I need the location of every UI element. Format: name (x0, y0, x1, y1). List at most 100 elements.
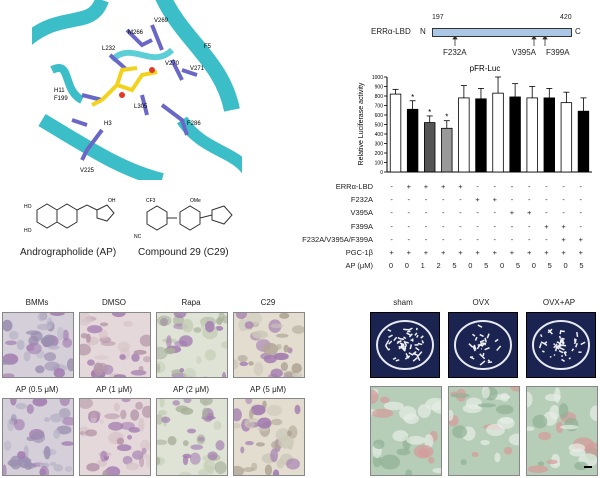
table-cell: - (476, 221, 479, 231)
y-tick-label: 700 (375, 104, 384, 110)
table-cell: + (475, 248, 480, 257)
table-cell: + (578, 234, 583, 244)
mutation-label: F399A (546, 48, 570, 57)
ligand-sticks (91, 66, 158, 107)
table-cell: + (458, 182, 463, 191)
c29-structure: CF3 OMe NC (134, 198, 233, 240)
table-cell: - (390, 221, 393, 231)
table-cell: - (545, 208, 548, 218)
table-cell: + (475, 195, 480, 205)
table-cell: 0 (468, 261, 473, 271)
table-cell: - (510, 182, 514, 191)
table-row-label: ERRα-LBD (335, 182, 373, 191)
chart-ylabel: Relative Luciferase activity (358, 82, 365, 165)
microct-label: OVX (472, 298, 490, 307)
table-cell: - (441, 221, 445, 231)
table-cell: + (561, 234, 566, 244)
table-cell: - (493, 182, 497, 191)
micrograph-label: AP (1 μM) (95, 385, 133, 394)
table-cell: - (459, 221, 462, 231)
table-row-label: F399A (350, 221, 373, 231)
ap-structure: HO OH HO (24, 198, 116, 234)
helix-ribbon (155, 0, 240, 112)
table-cell: - (527, 195, 531, 205)
table-cell: - (527, 182, 531, 191)
residue-label: V269 (154, 18, 169, 24)
table-cell: - (390, 182, 393, 191)
mutation-label: F232A (443, 48, 467, 57)
table-cell: 0 (404, 261, 409, 271)
helix-ribbon (50, 64, 85, 104)
c29-group-label: OMe (190, 198, 201, 204)
table-cell: 0 (499, 261, 505, 271)
table-cell: - (459, 208, 462, 218)
significance-marker: * (445, 113, 448, 122)
mutation-markers (452, 36, 548, 46)
micrograph-label: AP (0.5 μM) (15, 385, 59, 394)
table-cell: - (476, 234, 479, 244)
domain-end: 420 (560, 14, 572, 21)
table-cell: + (578, 248, 583, 257)
micrograph-image (233, 312, 305, 378)
bar (441, 127, 453, 173)
micrograph-image (79, 398, 151, 476)
y-tick-label: 200 (375, 151, 384, 157)
c29-group-label: CF3 (146, 198, 156, 204)
helix-ribbon (109, 47, 175, 63)
table-row-label: F232A (350, 195, 373, 205)
table-cell: + (561, 248, 566, 257)
significance-marker: * (428, 108, 431, 117)
table-row-label: AP (μM) (345, 261, 373, 271)
helix-ribbon (38, 113, 164, 180)
microct-image (448, 312, 518, 378)
ap-group-label: HO (24, 204, 32, 210)
table-cell: 0 (388, 261, 394, 271)
table-cell: - (424, 234, 428, 244)
table-row-label: F232A/V395A/F399A (302, 234, 373, 244)
microct-image (370, 312, 440, 378)
table-cell: - (407, 195, 411, 205)
table-cell: + (389, 248, 394, 257)
c29-group-label: NC (134, 234, 142, 240)
table-cell: + (509, 248, 515, 257)
residue-label: H11 (54, 88, 65, 94)
table-cell: + (544, 221, 549, 231)
residue-label: F199 (54, 96, 68, 102)
table-cell: - (493, 208, 497, 218)
table-cell: - (441, 195, 445, 205)
table-cell: - (562, 195, 565, 205)
domain-label: ERRα-LBD (371, 27, 411, 36)
table-cell: + (526, 208, 532, 218)
table-cell: - (390, 234, 393, 244)
y-tick-label: 1000 (372, 75, 383, 81)
microct-label: sham (393, 298, 413, 307)
helix-ribbon (32, 0, 109, 45)
table-cell: - (424, 195, 428, 205)
table-cell: - (579, 182, 583, 191)
table-cell: - (579, 208, 583, 218)
micrograph-label: BMMs (25, 298, 49, 307)
bar (406, 108, 419, 173)
table-cell: + (423, 182, 429, 191)
y-tick-label: 800 (375, 94, 384, 100)
table-cell: 5 (484, 261, 489, 271)
treatment-table: ERRα-LBD - + + + + - - - - - - - F232A - - - - - + + - - - - - V39… (300, 182, 600, 277)
residue-label: F5 (204, 44, 212, 50)
y-tick-label: 100 (375, 161, 384, 167)
chart-title: pFR-Luc (470, 64, 501, 73)
domain-n-term: N (420, 27, 426, 36)
table-cell: - (562, 182, 565, 191)
table-cell: - (459, 234, 462, 244)
micrograph-image (233, 398, 305, 476)
table-cell: - (424, 221, 428, 231)
table-cell: 5 (547, 261, 552, 271)
micrograph-grid: BMMs DMSO Rapa C29 AP (0.5 μM) AP (1 μM) AP (2… (0, 290, 305, 478)
ap-group-label: OH (108, 198, 116, 204)
bar (526, 97, 538, 173)
table-cell: 0 (563, 261, 568, 271)
table-cell: - (476, 208, 479, 218)
table-cell: - (545, 195, 548, 205)
table-cell: - (424, 208, 428, 218)
table-cell: + (561, 221, 566, 231)
helix-ribbon (177, 116, 242, 174)
